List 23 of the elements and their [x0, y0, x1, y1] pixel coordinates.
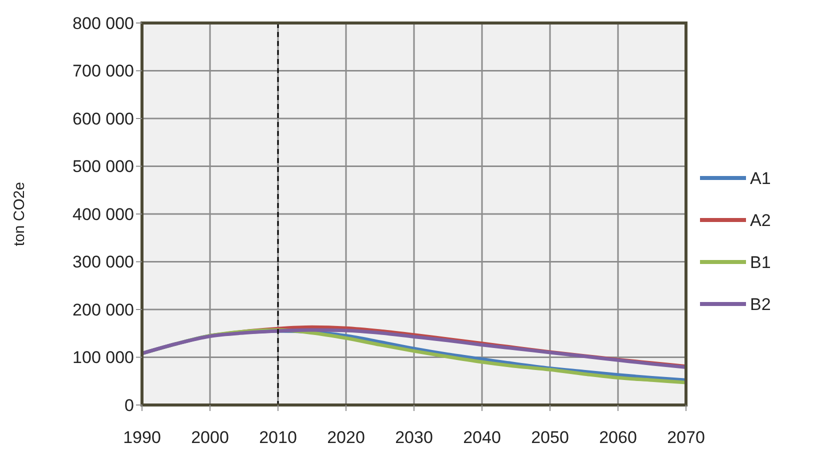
x-tick-label: 2020 [327, 428, 365, 447]
x-tick-label: 2040 [463, 428, 501, 447]
x-tick-label: 2070 [667, 428, 705, 447]
y-tick-label: 500 000 [72, 157, 134, 176]
y-tick-label: 800 000 [72, 14, 134, 33]
y-tick-label: 600 000 [72, 109, 134, 128]
y-tick-label: 200 000 [72, 300, 134, 320]
x-tick-label: 2050 [531, 428, 569, 447]
x-tick-label: 2000 [191, 428, 229, 447]
x-tick-label: 2060 [599, 428, 637, 447]
y-tick-label: 300 000 [72, 252, 134, 272]
x-tick-label: 2010 [259, 428, 297, 447]
legend-label: B1 [750, 252, 771, 272]
legend-label: A1 [750, 168, 771, 188]
y-axis-title: ton CO2e [11, 182, 28, 246]
legend-label: B2 [750, 294, 771, 314]
x-tick-label: 2030 [395, 428, 433, 447]
x-tick-label: 1990 [123, 428, 161, 447]
y-tick-label: 100 000 [72, 348, 134, 368]
y-tick-label: 400 000 [72, 204, 134, 224]
y-tick-label: 0 [124, 396, 134, 415]
legend-label: A2 [750, 210, 771, 230]
y-tick-label: 700 000 [72, 62, 134, 81]
